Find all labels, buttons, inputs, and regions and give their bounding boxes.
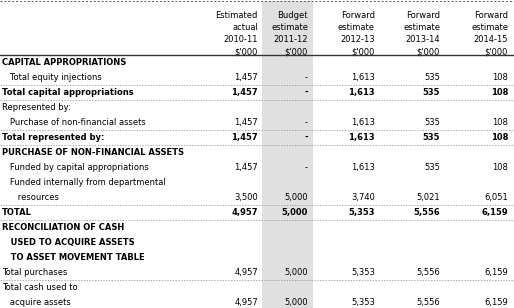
Text: Total equity injections: Total equity injections <box>2 73 102 82</box>
Text: estimate: estimate <box>338 23 375 32</box>
Text: Funded internally from departmental: Funded internally from departmental <box>2 178 166 187</box>
Text: USED TO ACQUIRE ASSETS: USED TO ACQUIRE ASSETS <box>2 238 135 247</box>
Text: -: - <box>305 163 308 172</box>
Text: Budget: Budget <box>278 11 308 20</box>
Text: 4,957: 4,957 <box>234 298 258 307</box>
Text: 5,000: 5,000 <box>282 208 308 217</box>
Text: 2012-13: 2012-13 <box>340 35 375 44</box>
Text: 5,353: 5,353 <box>351 268 375 277</box>
Text: 6,159: 6,159 <box>484 298 508 307</box>
Text: 1,457: 1,457 <box>231 133 258 142</box>
Text: 108: 108 <box>491 133 508 142</box>
Text: 535: 535 <box>424 163 440 172</box>
Text: -: - <box>305 118 308 127</box>
Text: estimate: estimate <box>271 23 308 32</box>
Text: 2010-11: 2010-11 <box>224 35 258 44</box>
Text: $'000: $'000 <box>285 47 308 56</box>
Text: $'000: $'000 <box>352 47 375 56</box>
Text: Forward: Forward <box>406 11 440 20</box>
Text: TOTAL: TOTAL <box>2 208 32 217</box>
Text: Estimated: Estimated <box>216 11 258 20</box>
Text: 1,613: 1,613 <box>351 163 375 172</box>
Text: 6,159: 6,159 <box>484 268 508 277</box>
Text: 1,613: 1,613 <box>348 88 375 97</box>
Text: 2013-14: 2013-14 <box>406 35 440 44</box>
Text: 5,000: 5,000 <box>284 268 308 277</box>
Text: 5,353: 5,353 <box>348 208 375 217</box>
Text: 108: 108 <box>491 88 508 97</box>
Text: 2014-15: 2014-15 <box>473 35 508 44</box>
Text: actual: actual <box>232 23 258 32</box>
Text: 1,613: 1,613 <box>351 118 375 127</box>
Text: TO ASSET MOVEMENT TABLE: TO ASSET MOVEMENT TABLE <box>2 253 144 262</box>
Text: 108: 108 <box>492 73 508 82</box>
Text: 3,740: 3,740 <box>351 193 375 202</box>
Text: $'000: $'000 <box>234 47 258 56</box>
Text: CAPITAL APPROPRIATIONS: CAPITAL APPROPRIATIONS <box>2 58 126 67</box>
Text: Total purchases: Total purchases <box>2 268 67 277</box>
Text: 5,556: 5,556 <box>416 298 440 307</box>
Text: estimate: estimate <box>471 23 508 32</box>
Text: 5,556: 5,556 <box>416 268 440 277</box>
Text: 535: 535 <box>423 133 440 142</box>
Text: 4,957: 4,957 <box>231 208 258 217</box>
Text: $'000: $'000 <box>417 47 440 56</box>
Text: 6,051: 6,051 <box>484 193 508 202</box>
Text: 1,457: 1,457 <box>234 73 258 82</box>
Text: Forward: Forward <box>341 11 375 20</box>
Text: PURCHASE OF NON-FINANCIAL ASSETS: PURCHASE OF NON-FINANCIAL ASSETS <box>2 148 184 157</box>
Text: 108: 108 <box>492 163 508 172</box>
Text: 5,353: 5,353 <box>351 298 375 307</box>
Text: 535: 535 <box>423 88 440 97</box>
Text: -: - <box>305 73 308 82</box>
Text: RECONCILIATION OF CASH: RECONCILIATION OF CASH <box>2 223 124 232</box>
Text: Total capital appropriations: Total capital appropriations <box>2 88 134 97</box>
Text: 5,021: 5,021 <box>416 193 440 202</box>
Text: acquire assets: acquire assets <box>2 298 71 307</box>
Text: 5,556: 5,556 <box>413 208 440 217</box>
Text: 1,457: 1,457 <box>234 163 258 172</box>
Text: 1,613: 1,613 <box>351 73 375 82</box>
Text: -: - <box>304 88 308 97</box>
Text: 3,500: 3,500 <box>234 193 258 202</box>
Text: 5,000: 5,000 <box>284 193 308 202</box>
Text: Total represented by:: Total represented by: <box>2 133 104 142</box>
Text: -: - <box>304 133 308 142</box>
Text: 1,457: 1,457 <box>234 118 258 127</box>
Text: $'000: $'000 <box>485 47 508 56</box>
Text: 4,957: 4,957 <box>234 268 258 277</box>
Text: 1,457: 1,457 <box>231 88 258 97</box>
Text: 108: 108 <box>492 118 508 127</box>
Text: 535: 535 <box>424 118 440 127</box>
Text: Forward: Forward <box>474 11 508 20</box>
Text: Funded by capital appropriations: Funded by capital appropriations <box>2 163 149 172</box>
Text: 6,159: 6,159 <box>482 208 508 217</box>
Text: 2011-12: 2011-12 <box>273 35 308 44</box>
Text: resources: resources <box>2 193 59 202</box>
Text: estimate: estimate <box>403 23 440 32</box>
Text: Total cash used to: Total cash used to <box>2 283 78 292</box>
Text: 5,000: 5,000 <box>284 298 308 307</box>
Text: Purchase of non-financial assets: Purchase of non-financial assets <box>2 118 146 127</box>
Text: Represented by:: Represented by: <box>2 103 71 112</box>
Bar <box>262 1 313 308</box>
Text: 535: 535 <box>424 73 440 82</box>
Text: 1,613: 1,613 <box>348 133 375 142</box>
